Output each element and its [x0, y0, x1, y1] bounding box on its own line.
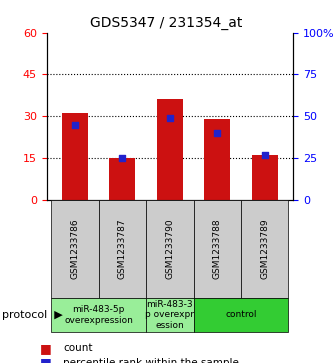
Text: GSM1233788: GSM1233788: [213, 218, 222, 279]
Bar: [62, 113, 88, 200]
Text: GSM1233790: GSM1233790: [165, 218, 174, 279]
Text: ■: ■: [40, 356, 52, 363]
Point: [214, 130, 220, 136]
Point: [72, 122, 78, 127]
Text: GSM1233786: GSM1233786: [71, 218, 80, 279]
Text: miR-483-5p
overexpression: miR-483-5p overexpression: [64, 305, 133, 325]
Text: percentile rank within the sample: percentile rank within the sample: [63, 358, 239, 363]
Text: count: count: [63, 343, 93, 354]
Text: ■: ■: [40, 342, 52, 355]
Point: [167, 115, 172, 121]
Bar: [204, 119, 230, 200]
Text: miR-483-3
p overexpr
ession: miR-483-3 p overexpr ession: [145, 300, 194, 330]
Text: GSM1233789: GSM1233789: [260, 218, 269, 279]
Point: [262, 152, 267, 158]
Text: GSM1233787: GSM1233787: [118, 218, 127, 279]
Bar: [157, 99, 183, 200]
Text: control: control: [225, 310, 257, 319]
Bar: [251, 155, 278, 200]
Point: [120, 155, 125, 161]
Bar: [110, 158, 136, 200]
Text: GDS5347 / 231354_at: GDS5347 / 231354_at: [90, 16, 243, 30]
Text: protocol  ▶: protocol ▶: [2, 310, 62, 320]
